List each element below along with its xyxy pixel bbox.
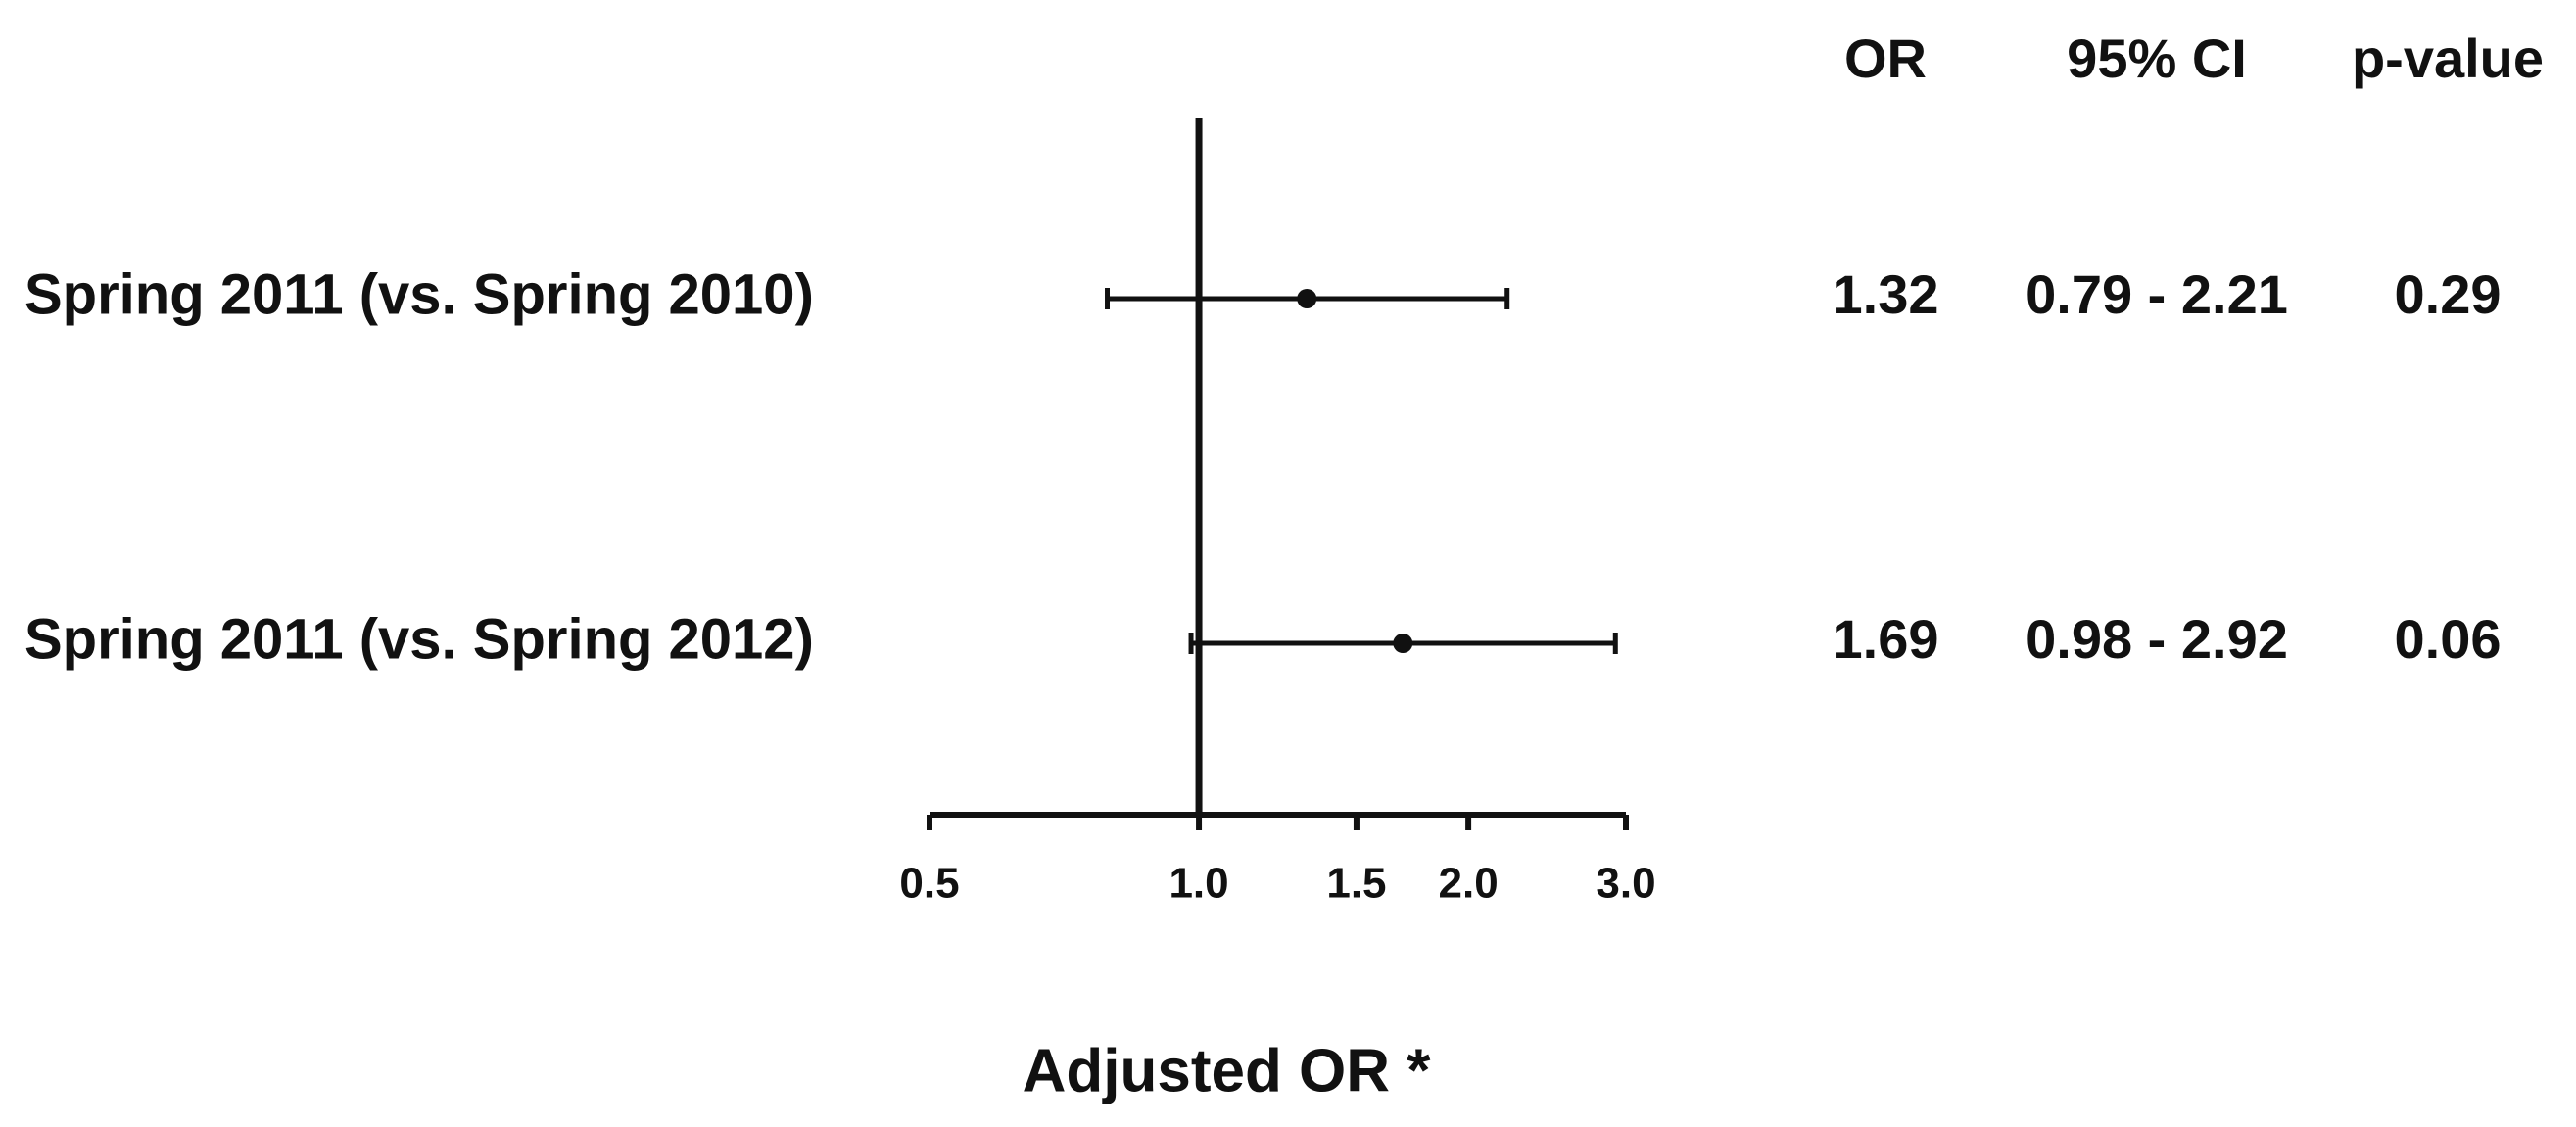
x-tick-label: 0.5: [899, 860, 959, 908]
x-tick-label: 3.0: [1596, 860, 1655, 908]
ci-label: 0.98 - 2.92: [2026, 608, 2288, 670]
x-tick-label: 2.0: [1439, 860, 1499, 908]
column-header: p-value: [2352, 27, 2544, 89]
column-header: 95% CI: [2067, 27, 2247, 89]
column-header: OR: [1844, 27, 1927, 89]
or-value: 1.32: [1833, 263, 1939, 325]
x-axis-title: Adjusted OR *: [1023, 1037, 1432, 1104]
row-label: Spring 2011 (vs. Spring 2012): [24, 607, 814, 671]
x-tick-label: 1.0: [1169, 860, 1228, 908]
x-tick-label: 1.5: [1326, 860, 1386, 908]
row-label: Spring 2011 (vs. Spring 2010): [24, 262, 814, 326]
ci-label: 0.79 - 2.21: [2026, 263, 2288, 325]
or-value: 1.69: [1833, 608, 1939, 670]
point-estimate: [1393, 634, 1413, 653]
p-value: 0.29: [2395, 263, 2502, 325]
p-value: 0.06: [2395, 608, 2502, 670]
point-estimate: [1297, 289, 1317, 308]
